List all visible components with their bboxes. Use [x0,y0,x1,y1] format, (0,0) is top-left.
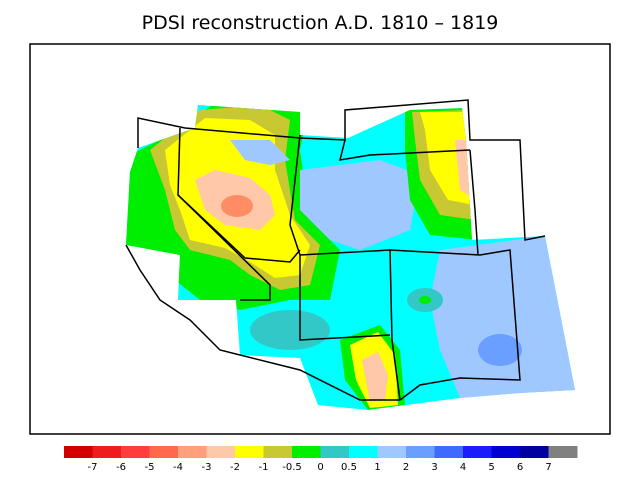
colorbar-tick-label: 7 [545,462,551,473]
colorbar-tick-label: -3 [202,462,212,473]
map-title: PDSI reconstruction A.D. 1810 – 1819 [141,12,499,34]
colorbar-tick-label: -6 [116,462,126,473]
texas-boundary [399,249,521,401]
colorbar-swatch [92,446,122,458]
dakota-boundary [469,149,479,256]
california-boundary [177,194,271,301]
state-boundaries [125,99,546,401]
colorbar-swatch [206,446,236,458]
colorbar-swatches [64,446,578,458]
nevada-boundary [177,127,301,263]
colorbar-swatch [292,446,321,458]
zone-positive-central [300,160,420,250]
northern-border [137,99,546,241]
colorbar-tick-label: 2 [403,462,409,473]
colorbar-tick-label: -0.5 [282,462,302,473]
colorbar-tick-label: -4 [173,462,183,473]
colorbar-swatch [434,446,464,458]
colorbar-tick-label: 3 [431,462,437,473]
colorbar-swatch [121,446,150,458]
colorbar-swatch [263,446,293,458]
colorbar-swatch [235,446,264,458]
colorbar-swatch [491,446,521,458]
colorbar-tick-label: 0 [317,462,323,473]
colorbar-swatch [64,446,93,458]
zone-minus-three [221,195,253,217]
four-corners [389,249,401,401]
colorbar-swatch [349,446,378,458]
colorbar-swatch [463,446,492,458]
colorbar-swatch [548,446,578,458]
colorbar-swatch [178,446,207,458]
pacific-coast [125,244,241,356]
colorbar-swatch [406,446,435,458]
zone-south-strong [478,334,522,366]
colorbar-tick-label: 4 [460,462,466,473]
colorbar-tick-label: 5 [488,462,494,473]
colorbar-swatch [149,446,179,458]
colorbar-tick-label: 0.5 [341,462,357,473]
wyoming-north [338,139,471,161]
colorbar-swatch [320,446,350,458]
zone-positive-north [230,140,290,165]
zone-az-minus-two [362,352,388,402]
colorbar-swatch [520,446,549,458]
colorbar-tick-label: -1 [259,462,269,473]
colorbar-tick-label: 6 [517,462,523,473]
colorbar-tick-label: -7 [88,462,98,473]
zone-nm-zero [419,296,431,304]
colorbar-swatch [377,446,407,458]
colorbar-tick-label: 1 [374,462,380,473]
colorbar-tick-label: -5 [145,462,155,473]
colorbar-tick-label: -2 [230,462,240,473]
zone-south-positive [430,236,575,398]
mexico-border [239,354,400,401]
colorbar-labels: -7 -6 -5 -4 -3 -2 -1 -0.5 0 0.5 1 2 3 4 5 6 7 [88,462,552,473]
